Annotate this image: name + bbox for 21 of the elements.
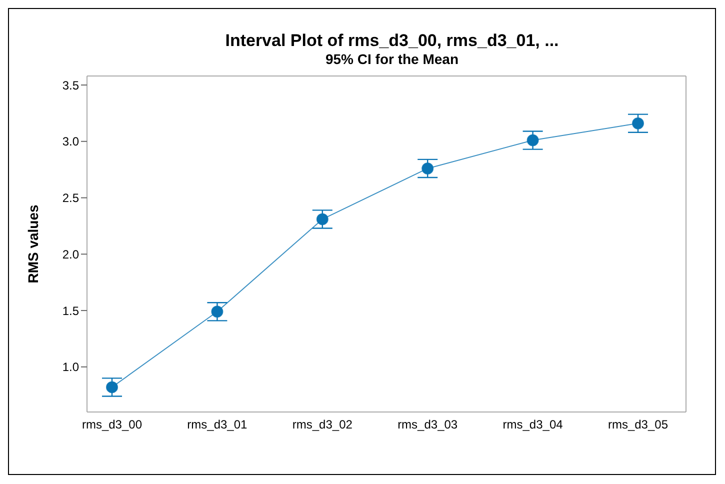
point (632, 117, 644, 130)
y-axis-title: RMS values (24, 204, 41, 284)
y-tick-label: 2.5 (62, 191, 80, 206)
x-tick-label: rms_d3_05 (608, 418, 668, 432)
y-tick-label: 2.0 (62, 247, 80, 262)
y-tick-label: 1.0 (62, 360, 80, 374)
point (316, 213, 328, 226)
point (526, 134, 539, 146)
chart-subtitle: 95% CI for the Mean (324, 51, 460, 67)
x-tick-label: rms_d3_01 (187, 418, 248, 432)
y-tick-label: 3.0 (62, 134, 80, 149)
x-tick-label: rms_d3_04 (502, 418, 564, 432)
x-tick-label: rms_d3_02 (292, 418, 353, 432)
x-tick-label: rms_d3_03 (398, 418, 458, 432)
point (211, 306, 224, 318)
y-tick-label: 1.5 (62, 304, 80, 318)
point (422, 162, 434, 174)
x-tick-label: rms_d3_00 (82, 418, 142, 432)
point (106, 381, 118, 394)
chart-title: Interval Plot of rms_d3_00, rms_d3_01, ... (224, 31, 560, 51)
y-tick-label: 3.5 (62, 78, 80, 92)
